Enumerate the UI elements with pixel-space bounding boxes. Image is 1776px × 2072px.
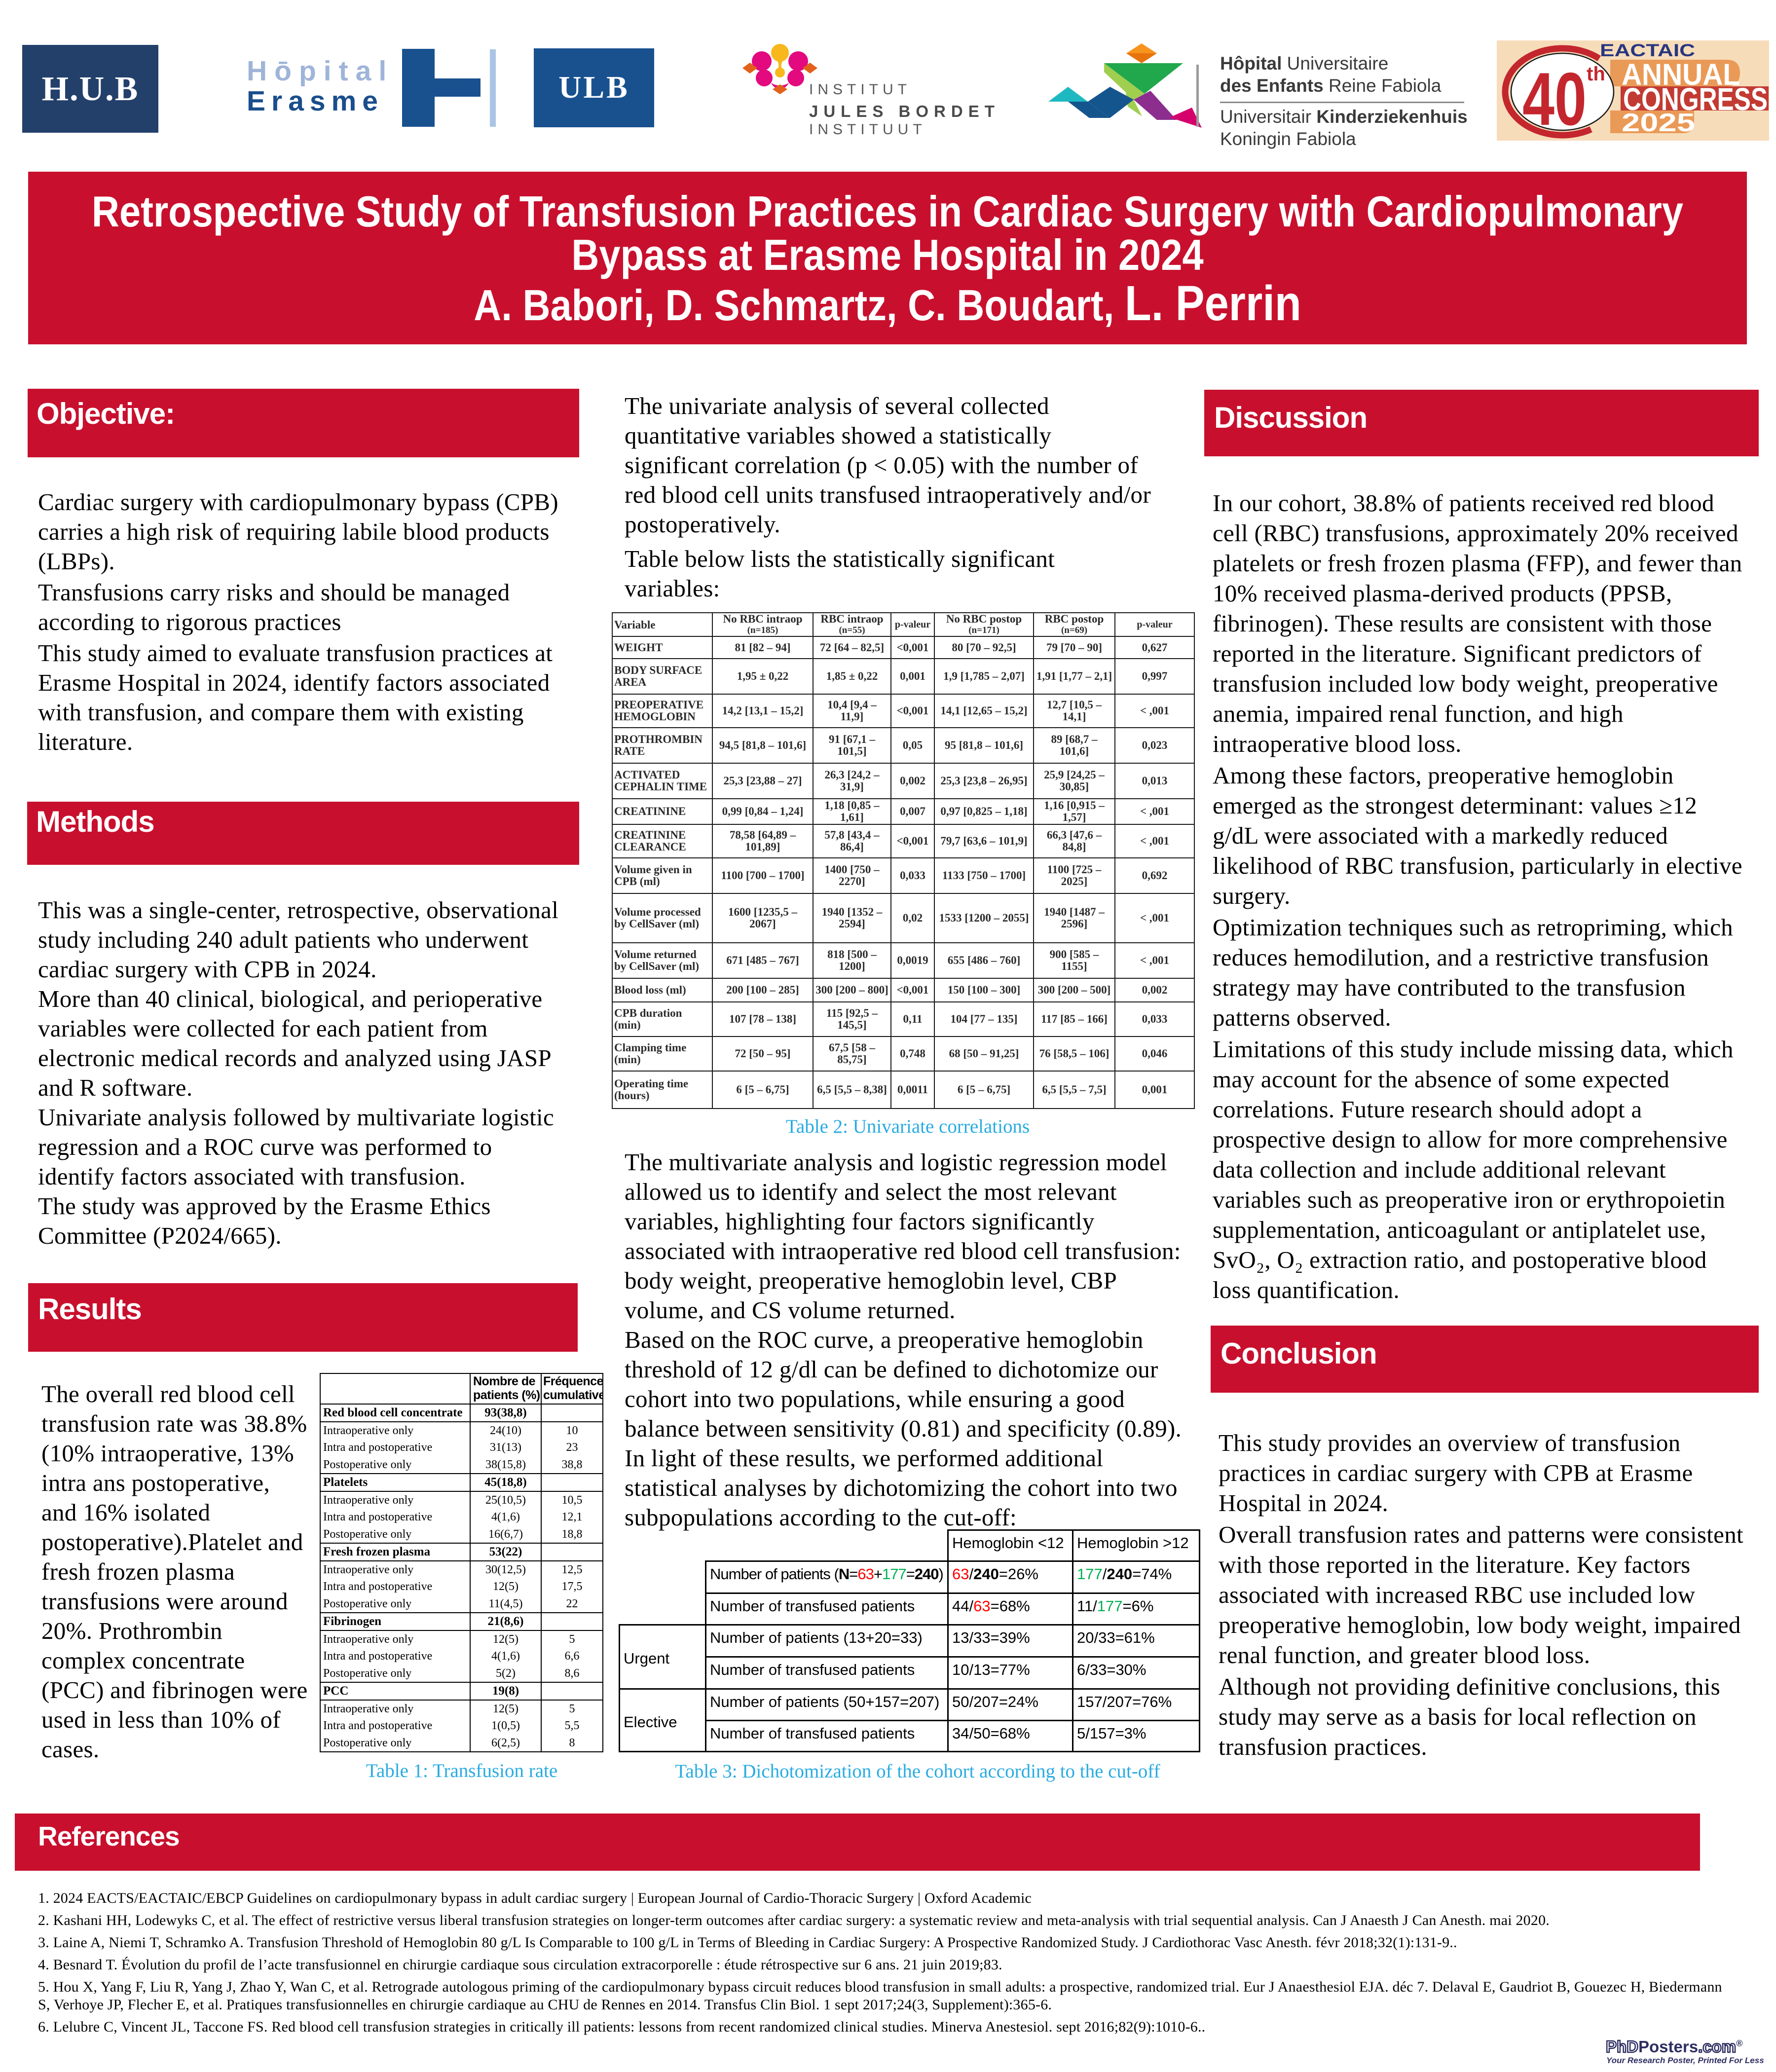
svg-text:ANNUAL: ANNUAL (1622, 58, 1740, 91)
svg-text:2025: 2025 (1622, 109, 1695, 137)
svg-text:th: th (1587, 63, 1605, 85)
svg-text:CONGRESS: CONGRESS (1623, 81, 1768, 117)
svg-text:40: 40 (1522, 57, 1587, 141)
svg-text:EACTAIC: EACTAIC (1600, 41, 1695, 60)
